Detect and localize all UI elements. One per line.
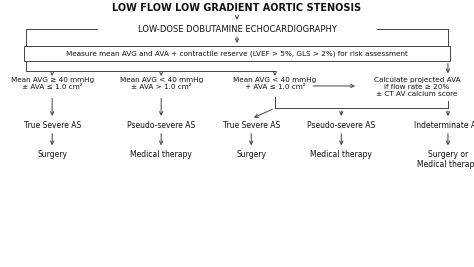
Text: Surgery or
Medical therapy: Surgery or Medical therapy — [417, 150, 474, 170]
Text: True Severe AS: True Severe AS — [24, 121, 81, 131]
Text: Medical therapy: Medical therapy — [310, 150, 372, 159]
Text: True Severe AS: True Severe AS — [223, 121, 280, 131]
Text: Surgery: Surgery — [236, 150, 266, 159]
Text: Mean AVG < 40 mmHg
+ AVA ≤ 1.0 cm²: Mean AVG < 40 mmHg + AVA ≤ 1.0 cm² — [233, 77, 317, 90]
Text: Calculate projected AVA
if flow rate ≥ 20%
± CT AV calcium score: Calculate projected AVA if flow rate ≥ 2… — [374, 77, 460, 97]
FancyBboxPatch shape — [24, 46, 450, 61]
Text: Pseudo-severe AS: Pseudo-severe AS — [307, 121, 375, 131]
Text: Mean AVG < 40 mmHg
± AVA > 1.0 cm²: Mean AVG < 40 mmHg ± AVA > 1.0 cm² — [119, 77, 203, 90]
Text: Mean AVG ≥ 40 mmHg
± AVA ≤ 1.0 cm²: Mean AVG ≥ 40 mmHg ± AVA ≤ 1.0 cm² — [10, 77, 94, 90]
Text: Surgery: Surgery — [37, 150, 67, 159]
Text: Medical therapy: Medical therapy — [130, 150, 192, 159]
Text: Indeterminate AS: Indeterminate AS — [414, 121, 474, 131]
Text: Pseudo-severe AS: Pseudo-severe AS — [127, 121, 195, 131]
Text: LOW FLOW LOW GRADIENT AORTIC STENOSIS: LOW FLOW LOW GRADIENT AORTIC STENOSIS — [112, 3, 362, 13]
Text: LOW-DOSE DOBUTAMINE ECHOCARDIOGRAPHY: LOW-DOSE DOBUTAMINE ECHOCARDIOGRAPHY — [137, 25, 337, 34]
Text: Measure mean AVG and AVA + contractile reserve (LVEF > 5%, GLS > 2%) for risk as: Measure mean AVG and AVA + contractile r… — [66, 50, 408, 57]
